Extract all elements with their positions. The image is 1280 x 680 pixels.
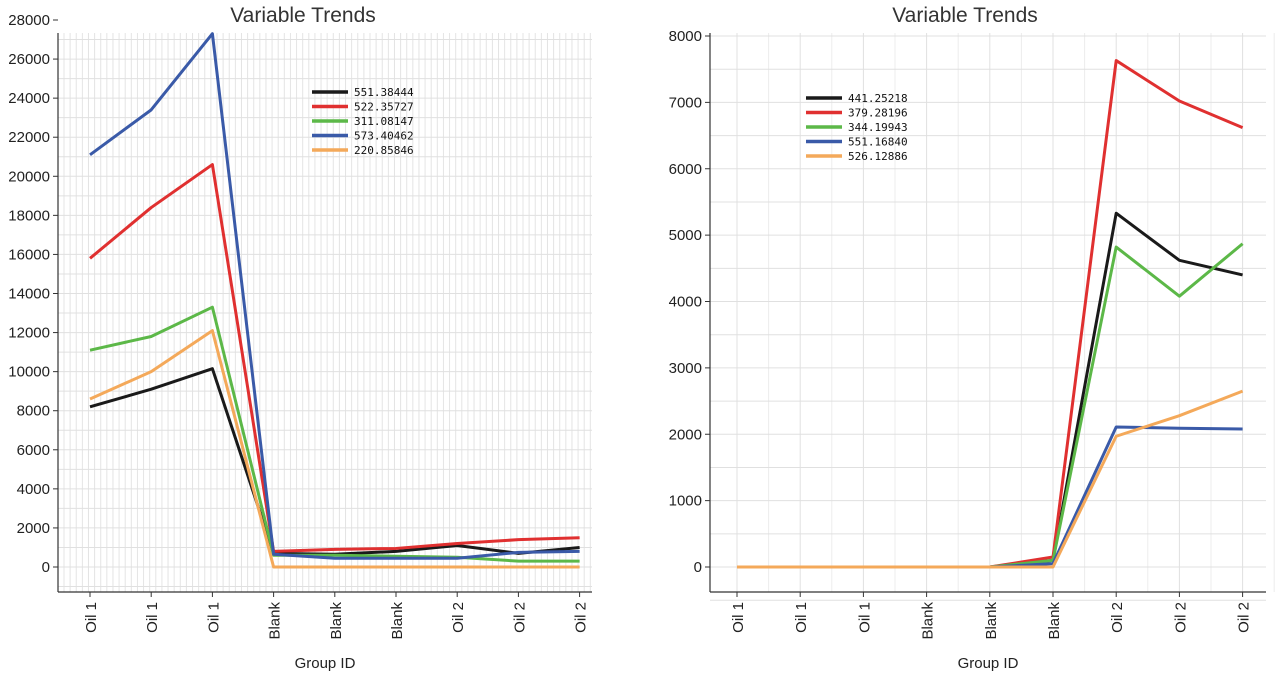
x-tick-label: Oil 2 [1172,602,1189,633]
legend-label: 311.08147 [354,115,414,128]
y-tick-label: 6000 [17,442,50,459]
y-tick-label: 0 [694,559,702,576]
x-tick-label: Blank [328,602,345,640]
x-tick-label: Blank [920,602,937,640]
x-axis-label: Group ID [295,655,356,672]
legend-label: 573.40462 [354,130,414,143]
y-tick-label: 28000 [8,12,50,29]
chart-title: Variable Trends [892,4,1038,27]
x-tick-label: Oil 2 [573,602,590,633]
y-tick-label: 2000 [669,426,702,443]
chart-title: Variable Trends [230,4,376,27]
legend-label: 551.38444 [354,86,414,99]
series-line-522.35727 [89,163,580,553]
x-tick-label: Oil 2 [511,602,528,633]
y-tick-label: 2000 [17,520,50,537]
legend-label: 344.19943 [848,121,908,134]
y-tick-label: 16000 [8,246,50,263]
x-tick-label: Oil 1 [83,602,100,633]
legend-label: 522.35727 [354,101,414,114]
legend-label: 441.25218 [848,92,908,105]
legend-label: 379.28196 [848,107,908,120]
y-tick-label: 26000 [8,51,50,68]
y-tick-label: 5000 [669,227,702,244]
y-tick-label: 0 [42,559,50,576]
y-tick-label: 12000 [8,325,50,342]
series-line-311.08147 [89,305,580,563]
chart-2: Variable Trends 0 1000 2000 3000 4000 5000 6000… [669,4,1275,672]
x-tick-label: Oil 1 [856,602,873,633]
y-tick-label: 7000 [669,94,702,111]
legend-label: 551.16840 [848,136,908,149]
series-line-551.38444 [89,367,580,556]
x-tick-label: Oil 1 [793,602,810,633]
x-axis-label: Group ID [958,655,1019,672]
y-tick-label: 8000 [669,28,702,45]
y-tick-label: 18000 [8,207,50,224]
x-tick-label: Oil 1 [730,602,747,633]
y-tick-label: 10000 [8,364,50,381]
x-tick-label: Oil 2 [450,602,467,633]
chart-1: Variable Trends 0 2000 4000 6000 8000 10000 120… [8,4,592,672]
y-tick-label: 6000 [669,161,702,178]
x-tick-label: Blank [267,602,284,640]
legend-label: 526.12886 [848,150,908,163]
x-tick-label: Oil 1 [205,602,222,633]
x-tick-label: Blank [389,602,406,640]
y-tick-label: 4000 [17,481,50,498]
x-tick-label: Oil 2 [1236,602,1253,633]
series-line-573.40462 [89,32,580,560]
y-tick-label: 20000 [8,168,50,185]
y-tick-label: 3000 [669,360,702,377]
series-line-526.12886 [737,389,1244,569]
y-tick-label: 24000 [8,90,50,107]
x-tick-label: Oil 1 [144,602,161,633]
y-tick-label: 4000 [669,294,702,311]
y-tick-label: 1000 [669,493,702,510]
y-tick-label: 22000 [8,129,50,146]
series-line-220.85846 [89,329,580,569]
legend-label: 220.85846 [354,144,414,157]
x-tick-label: Blank [983,602,1000,640]
x-tick-label: Oil 2 [1109,602,1126,633]
y-tick-label: 8000 [17,403,50,420]
y-tick-label: 14000 [8,286,50,303]
x-tick-label: Blank [1046,602,1063,640]
